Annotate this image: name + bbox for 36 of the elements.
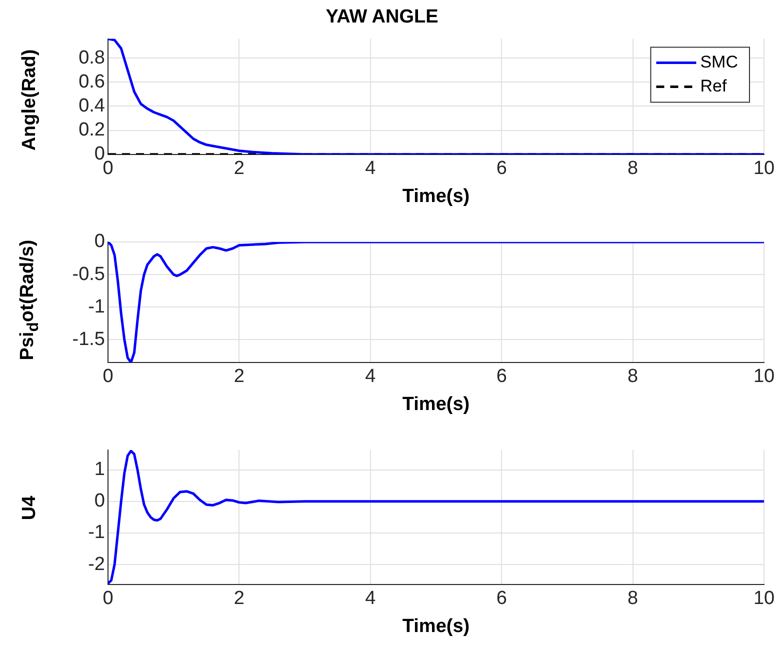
x-tick-label: 10: [753, 366, 775, 388]
y-tick-label: -1: [88, 522, 105, 544]
x-tick-label: 8: [628, 158, 638, 180]
x-tick-label: 4: [365, 366, 376, 388]
x-tick-label: 2: [234, 366, 244, 388]
x-tick-label: 10: [753, 158, 775, 180]
y-tick-label: -2: [88, 554, 105, 575]
y-tick-label: 0.8: [78, 47, 105, 68]
x-tick-label: 4: [365, 588, 376, 610]
y-tick-label: 0: [94, 231, 105, 252]
y-tick-label: -0.5: [72, 264, 105, 285]
x-tick-label: 6: [496, 588, 507, 610]
x-tick-label: 2: [234, 158, 244, 180]
y-tick-label: -1.5: [72, 328, 105, 350]
legend-label: SMC: [700, 52, 738, 72]
x-tick-label: 8: [628, 366, 638, 388]
y-tick-label: 0.2: [78, 120, 105, 141]
x-tick-label: 6: [496, 158, 507, 180]
x-tick-label: 2: [234, 588, 244, 610]
y-tick-label: 0: [94, 144, 105, 165]
x-tick-label: 8: [628, 588, 638, 610]
x-axis-title: Time(s): [402, 394, 470, 415]
x-axis-title: Time(s): [402, 616, 470, 637]
y-tick-label: -1: [88, 296, 105, 318]
y-tick-label: 1: [94, 459, 105, 480]
y-tick-label: 0: [94, 490, 105, 512]
y-tick-label: 0.6: [78, 71, 105, 92]
chart-title: YAW ANGLE: [326, 6, 438, 28]
y-tick-label: 0.4: [78, 95, 106, 116]
x-tick-label: 4: [365, 158, 376, 180]
x-tick-label: 10: [753, 588, 775, 610]
x-axis-title: Time(s): [402, 186, 470, 207]
x-tick-label: 6: [496, 366, 507, 388]
y-axis-title: U4: [19, 496, 41, 520]
legend-label: Ref: [700, 76, 727, 96]
y-axis-title: Angle(Rad): [19, 49, 41, 151]
